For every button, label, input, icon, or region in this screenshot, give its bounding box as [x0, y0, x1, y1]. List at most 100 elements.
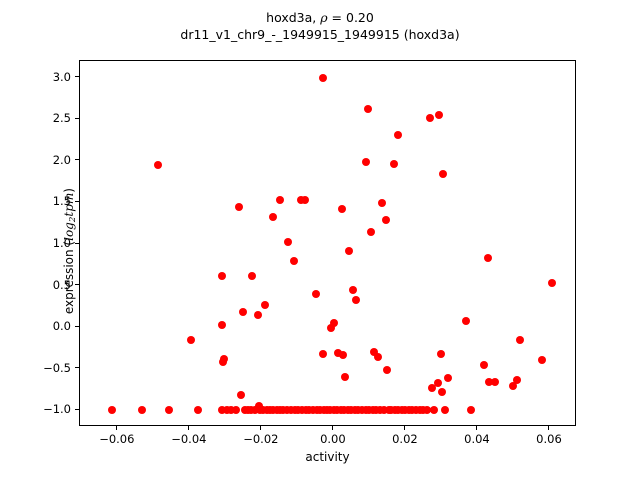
y-tick-mark [75, 325, 79, 327]
y-tick-label: 1.0 [52, 236, 71, 250]
data-point [352, 295, 361, 304]
data-point [491, 378, 500, 387]
data-point [312, 289, 321, 298]
data-point [348, 285, 357, 294]
data-point [164, 406, 173, 415]
data-point [261, 300, 270, 309]
y-tick-mark [75, 159, 79, 161]
data-point [253, 310, 262, 319]
data-point [236, 391, 245, 400]
data-point [341, 373, 350, 382]
chart-title-block: hoxd3a, ρ = 0.20 dr11_v1_chr9_-_1949915_… [0, 10, 640, 43]
y-tick-mark [75, 242, 79, 244]
data-point [186, 335, 195, 344]
data-point [217, 272, 226, 281]
data-point [427, 383, 436, 392]
y-tick-label: 2.5 [52, 111, 71, 126]
data-point [436, 349, 445, 358]
axes-frame [79, 60, 576, 426]
plot-area [80, 61, 575, 425]
y-tick-label: −0.5 [43, 360, 71, 375]
data-point [258, 406, 267, 415]
data-point [247, 272, 256, 281]
data-point [485, 378, 494, 387]
data-point [301, 195, 310, 204]
x-tick-label: 0.02 [392, 432, 418, 446]
data-point [394, 131, 402, 140]
data-point [337, 205, 346, 214]
x-axis-label: activity [305, 450, 350, 464]
y-tick-label: 3.0 [52, 69, 71, 84]
y-tick-mark [75, 284, 79, 286]
data-point [378, 199, 387, 208]
data-point [251, 406, 260, 415]
data-point [547, 279, 556, 288]
data-point [339, 350, 348, 359]
data-point [235, 202, 244, 211]
y-tick-label: 1.5 [52, 194, 71, 209]
x-tick-label: −0.04 [171, 432, 207, 446]
data-point [462, 317, 471, 326]
data-point [327, 324, 336, 332]
data-point [108, 406, 117, 415]
data-point [334, 348, 343, 357]
y-axis-label: expression (log2tpm) [61, 188, 79, 315]
y-tick-mark [75, 200, 79, 202]
data-point [509, 382, 518, 391]
data-point [283, 238, 292, 247]
data-point [438, 170, 447, 179]
data-point [345, 247, 354, 256]
data-point [319, 349, 328, 358]
data-point [430, 406, 439, 415]
data-point [437, 388, 446, 397]
data-point [193, 406, 202, 415]
data-point [538, 356, 547, 365]
data-point [379, 406, 388, 415]
data-point [219, 354, 228, 363]
data-point [319, 73, 328, 82]
data-point [370, 348, 379, 357]
data-point [254, 402, 263, 411]
data-point [422, 406, 431, 415]
data-point [269, 212, 278, 221]
y-tick-label: 0.5 [52, 277, 71, 292]
x-tick-mark [260, 426, 262, 430]
data-point [440, 406, 449, 415]
data-point [390, 160, 399, 169]
x-tick-label: 0.00 [320, 432, 346, 446]
data-point [222, 406, 231, 415]
data-point [381, 215, 390, 224]
x-tick-mark [116, 426, 118, 430]
y-tick-mark [75, 408, 79, 410]
data-point [366, 227, 375, 236]
x-tick-label: 0.04 [464, 432, 490, 446]
y-tick-label: −1.0 [43, 402, 71, 417]
data-point [275, 195, 284, 204]
data-point [361, 158, 370, 167]
x-tick-mark [548, 426, 550, 430]
x-tick-mark [404, 426, 406, 430]
data-point [480, 360, 489, 369]
data-point [484, 254, 493, 263]
data-point [227, 406, 236, 415]
x-tick-mark [476, 426, 478, 430]
data-point [426, 114, 435, 123]
data-point [467, 406, 476, 415]
y-tick-mark [75, 117, 79, 119]
data-point [218, 320, 227, 329]
x-tick-mark [188, 426, 190, 430]
data-point [329, 319, 338, 328]
data-point [231, 406, 240, 415]
x-tick-label: −0.02 [243, 432, 279, 446]
data-point [444, 373, 453, 382]
x-tick-label: −0.06 [99, 432, 135, 446]
data-point [383, 366, 392, 375]
data-point [433, 378, 442, 387]
data-point [137, 406, 146, 415]
x-tick-label: 0.06 [536, 432, 562, 446]
y-tick-label: 2.0 [52, 152, 71, 167]
data-point [289, 256, 298, 265]
x-tick-mark [332, 426, 334, 430]
data-point [154, 160, 163, 169]
